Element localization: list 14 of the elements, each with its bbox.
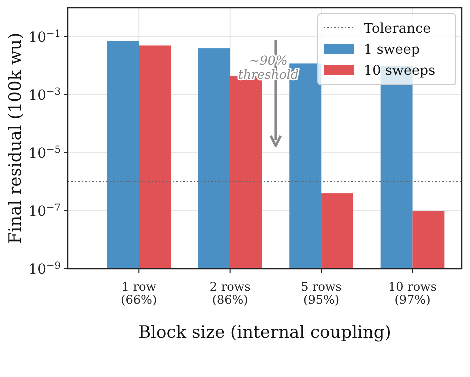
y-tick-label: 10$^{−3}$ <box>28 86 61 104</box>
y-tick-label: 10$^{−9}$ <box>28 260 61 278</box>
legend-label: 10 sweeps <box>364 63 436 79</box>
y-tick-label: 10$^{−1}$ <box>28 28 61 46</box>
x-axis-title: Block size (internal coupling) <box>138 323 392 343</box>
x-tick-label: 1 row (66%) <box>121 280 158 307</box>
legend-label: Tolerance <box>364 21 432 37</box>
y-tick-label: 10$^{−7}$ <box>28 202 61 220</box>
y-axis-title: Final residual (100k wu) <box>6 32 26 244</box>
legend-label: 1 sweep <box>364 42 420 58</box>
x-tick-label: 5 rows (95%) <box>301 280 342 307</box>
x-tick-label: 10 rows (97%) <box>388 280 437 307</box>
x-tick-label: 2 rows (86%) <box>210 280 251 307</box>
y-tick-label: 10$^{−5}$ <box>28 144 61 162</box>
